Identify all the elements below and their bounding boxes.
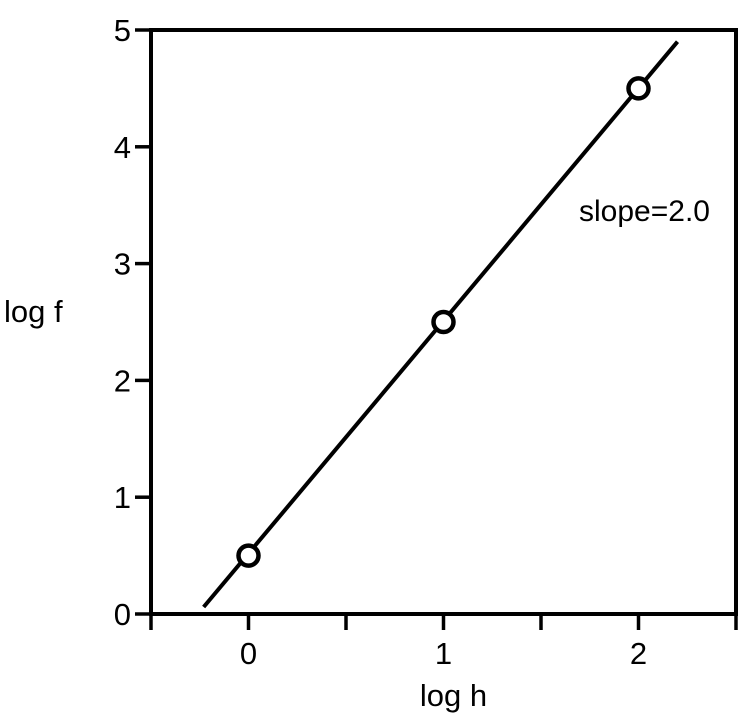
data-point — [431, 309, 456, 335]
y-axis-label: log f — [4, 294, 63, 329]
labels: 0 1 2 3 4 5 0 1 2 log h log f slope=2.0 — [4, 13, 710, 713]
data-point — [236, 543, 261, 568]
y-tick-label: 2 — [114, 363, 131, 398]
slope-annotation: slope=2.0 — [579, 195, 710, 228]
ticks — [135, 28, 738, 630]
y-tick-label: 0 — [114, 597, 131, 632]
y-tick-label: 5 — [114, 13, 131, 48]
x-tick-label: 1 — [435, 636, 452, 671]
data-points — [236, 76, 651, 568]
x-axis-label: log h — [420, 678, 487, 713]
y-tick-label: 1 — [114, 480, 131, 515]
x-tick-label: 0 — [240, 636, 257, 671]
y-tick-label: 4 — [114, 130, 131, 165]
x-tick-label: 2 — [630, 636, 647, 671]
data-point — [626, 76, 651, 101]
y-tick-label: 3 — [114, 247, 131, 282]
